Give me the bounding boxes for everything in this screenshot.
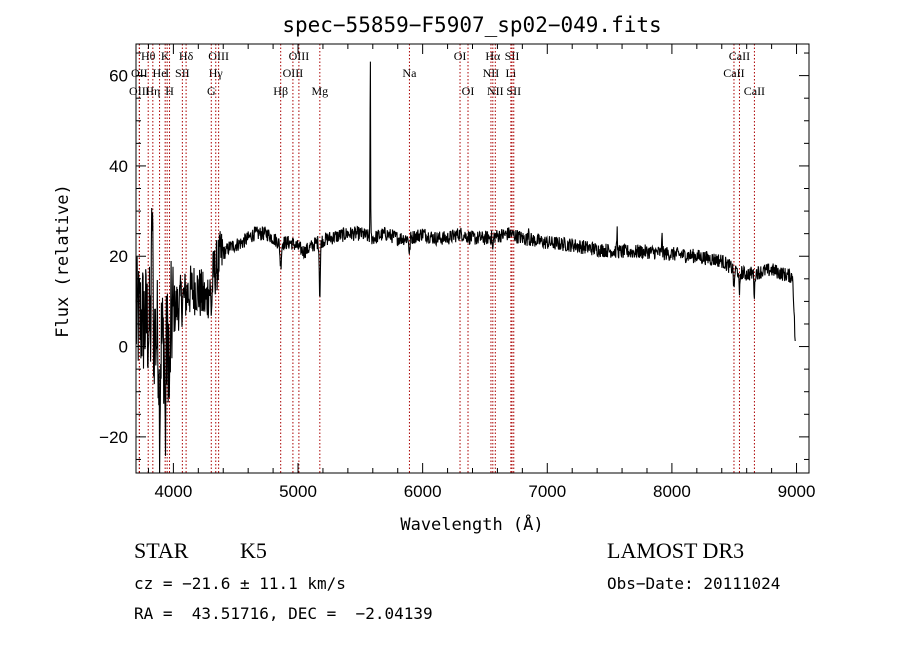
line-label: I <box>165 66 169 80</box>
line-label: NII <box>483 66 500 80</box>
line-label: OIII <box>129 84 150 98</box>
x-tick-label: 8000 <box>653 482 691 501</box>
line-label: OIII <box>208 49 229 63</box>
line-label: CaII <box>723 66 744 80</box>
redshift-cz: cz = −21.6 ± 11.1 km/s <box>134 574 346 593</box>
line-label: SII <box>505 49 520 63</box>
line-label: Hθ <box>141 49 156 63</box>
sky-coordinates: RA = 43.51716, DEC = −2.04139 <box>134 604 433 623</box>
spectrum-line <box>135 61 796 474</box>
line-label: SII <box>506 84 521 98</box>
line-label: Hβ <box>273 84 288 98</box>
y-tick-label: 0 <box>119 338 128 357</box>
spectral-subclass: K5 <box>240 538 267 563</box>
x-tick-label: 5000 <box>279 482 317 501</box>
line-label: H <box>165 84 174 98</box>
y-tick-label: 40 <box>109 157 128 176</box>
survey-name: LAMOST DR3 <box>607 538 745 563</box>
chart-title: spec−55859−F5907_sp02−049.fits <box>282 13 661 37</box>
line-label: OIII <box>289 49 310 63</box>
line-label: Mg <box>311 84 328 98</box>
x-tick-label: 7000 <box>528 482 566 501</box>
line-label: CaII <box>729 49 750 63</box>
y-axis-label: Flux (relative) <box>53 184 73 338</box>
line-label: Hα <box>485 49 501 63</box>
y-tick-label: −20 <box>99 428 128 447</box>
x-tick-label: 4000 <box>154 482 192 501</box>
y-tick-label: 20 <box>109 247 128 266</box>
line-label: NII <box>487 84 504 98</box>
line-label: Hδ <box>179 49 194 63</box>
line-label: K <box>161 49 170 63</box>
observation-date: Obs−Date: 20111024 <box>607 574 781 593</box>
x-axis-label: Wavelength (Å) <box>400 513 543 535</box>
line-label: Na <box>402 66 417 80</box>
line-label: OI <box>462 84 475 98</box>
line-label: Hη <box>145 84 160 98</box>
line-label: G <box>207 84 216 98</box>
line-label: Li <box>506 66 517 80</box>
object-class: STAR <box>134 538 189 563</box>
line-label: OI <box>454 49 467 63</box>
line-label: OIII <box>283 66 304 80</box>
x-tick-label: 9000 <box>778 482 816 501</box>
line-label: He <box>153 66 167 80</box>
line-label: SII <box>175 66 190 80</box>
y-tick-label: 60 <box>109 67 128 86</box>
line-label: CaII <box>744 84 765 98</box>
line-label: Hγ <box>209 66 224 80</box>
x-tick-label: 6000 <box>404 482 442 501</box>
